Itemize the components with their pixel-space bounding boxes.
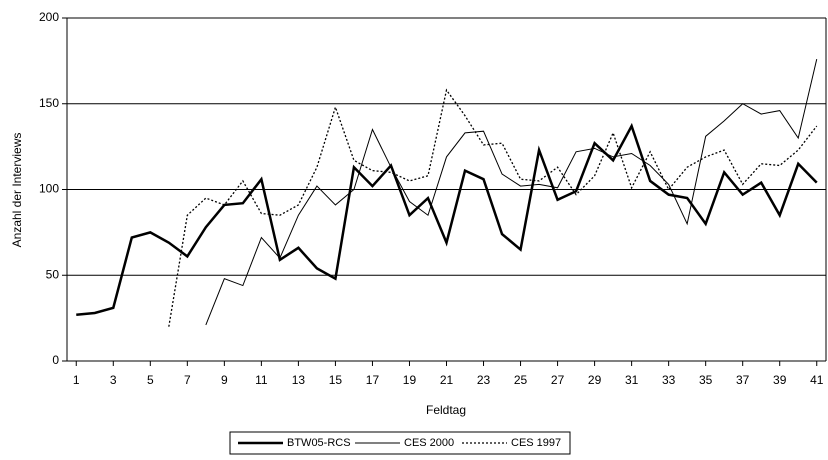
x-tick-label: 17 (366, 373, 380, 387)
x-tick-label: 11 (255, 373, 268, 387)
series-line (205, 59, 818, 326)
x-tick-label: 31 (625, 373, 639, 387)
x-tick-label: 27 (551, 373, 565, 387)
x-tick-label: 37 (736, 373, 750, 387)
y-axis-label: Anzahl der Interviews (10, 133, 24, 248)
x-tick-label: 3 (110, 373, 117, 387)
x-tick-label: 15 (329, 373, 343, 387)
x-tick-label: 21 (440, 373, 454, 387)
x-tick-label: 41 (810, 373, 824, 387)
x-tick-label: 5 (147, 373, 154, 387)
x-tick-label: 25 (514, 373, 528, 387)
series-line (168, 88, 818, 327)
y-tick-label: 100 (39, 182, 59, 196)
legend-label: BTW05-RCS (287, 437, 351, 449)
series-line (76, 122, 818, 316)
x-tick-label: 7 (184, 373, 191, 387)
x-tick-label: 39 (773, 373, 787, 387)
x-tick-label: 35 (699, 373, 713, 387)
x-tick-label: 1 (73, 373, 80, 387)
legend-label: CES 2000 (404, 437, 454, 449)
x-tick-label: 19 (403, 373, 417, 387)
y-tick-label: 50 (46, 267, 60, 281)
x-axis-label: Feldtag (426, 403, 466, 417)
x-tick-label: 23 (477, 373, 491, 387)
legend-label: CES 1997 (511, 437, 561, 449)
y-tick-label: 0 (52, 353, 59, 367)
y-tick-label: 200 (39, 10, 59, 24)
x-tick-label: 33 (662, 373, 676, 387)
x-tick-label: 13 (292, 373, 306, 387)
y-tick-label: 150 (39, 96, 59, 110)
x-tick-label: 29 (588, 373, 602, 387)
x-tick-label: 9 (221, 373, 228, 387)
legend: BTW05-RCS CES 2000 CES 1997 (229, 431, 571, 455)
